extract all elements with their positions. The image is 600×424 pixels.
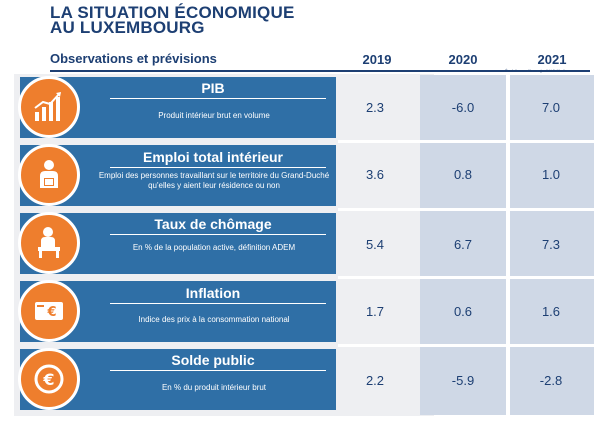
subtitle: Observations et prévisions [50, 51, 217, 66]
row-title-rule [110, 98, 326, 99]
title-line-2: AU LUXEMBOURG [50, 18, 205, 37]
value-solde-2020: -5.9 [451, 373, 475, 388]
value-emploi-2021: 1.0 [541, 167, 561, 182]
column-2020-shade [420, 75, 506, 415]
row-label-inflation: Inflation [185, 285, 241, 301]
euro-coin-icon: € [34, 364, 64, 394]
inflation-icon-circle: € [18, 280, 80, 342]
row-divider [338, 140, 594, 143]
growth-chart-icon [34, 92, 61, 121]
page-title: LA SITUATION ÉCONOMIQUE AU LUXEMBOURG [50, 3, 295, 37]
column-2021-shade [510, 75, 594, 415]
value-pib-2019: 2.3 [365, 100, 385, 115]
row-label-solde: Solde public [171, 352, 255, 368]
row-label-emploi: Emploi total intérieur [142, 149, 283, 165]
value-pib-2021: 7.0 [541, 100, 561, 115]
row-divider [338, 208, 594, 211]
value-pib-2020: -6.0 [451, 100, 475, 115]
column-header-2019: 2019 [362, 52, 392, 67]
row-label-chomage: Taux de chômage [154, 216, 272, 232]
subtitle-underline [50, 70, 590, 72]
value-inflation-2019: 1.7 [365, 304, 385, 319]
row-divider [338, 276, 594, 279]
column-header-2020: 2020 [448, 52, 478, 67]
value-chomage-2020: 6.7 [453, 237, 473, 252]
title-line-1: LA SITUATION ÉCONOMIQUE [50, 3, 295, 22]
svg-text:€: € [42, 370, 54, 389]
value-solde-2019: 2.2 [365, 373, 385, 388]
row-title-rule [110, 303, 326, 304]
euro-card-icon: € [35, 302, 63, 320]
worker-icon [40, 160, 58, 188]
row-title-rule [110, 370, 326, 371]
value-solde-2021: -2.8 [539, 373, 563, 388]
pib-icon-circle [18, 76, 80, 138]
value-inflation-2021: 1.6 [541, 304, 561, 319]
row-description-inflation: Indice des prix à la consommation nation… [138, 315, 290, 324]
unit-note: Évolution en % ou ajout/déficit/ratio [505, 68, 568, 73]
emploi-icon-circle [18, 144, 80, 206]
value-chomage-2021: 7.3 [541, 237, 561, 252]
seated-person-icon [38, 227, 60, 258]
row-description-solde: En % du produit intérieur brut [161, 383, 267, 392]
solde-icon-circle: € [18, 348, 80, 410]
row-title-rule [110, 167, 326, 168]
row-description-chomage: En % de la population active, définition… [132, 243, 296, 252]
value-emploi-2019: 3.6 [365, 167, 385, 182]
row-divider [338, 344, 594, 347]
column-header-2021: 2021 [537, 52, 567, 67]
row-description-pib: Produit intérieur brut en volume [158, 111, 270, 120]
row-description-emploi: Emploi des personnes travaillant sur le … [98, 171, 330, 190]
row-label-pib: PIB [201, 80, 225, 96]
row-title-rule [110, 234, 326, 235]
chomage-icon-circle [18, 212, 80, 274]
value-chomage-2019: 5.4 [365, 237, 385, 252]
svg-text:€: € [46, 305, 56, 320]
value-emploi-2020: 0.8 [453, 167, 473, 182]
value-inflation-2020: 0.6 [453, 304, 473, 319]
